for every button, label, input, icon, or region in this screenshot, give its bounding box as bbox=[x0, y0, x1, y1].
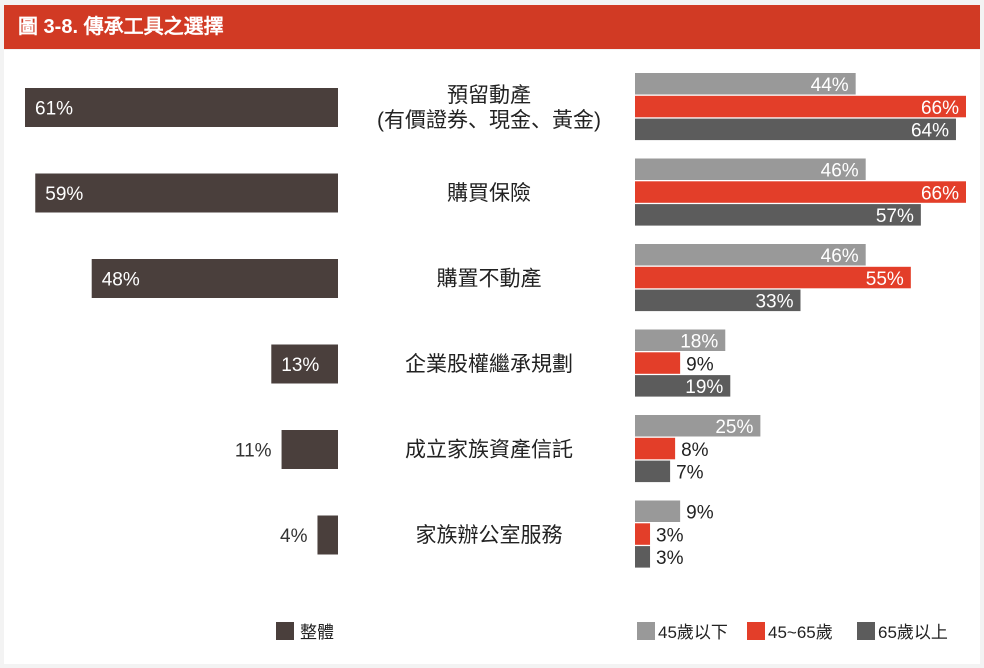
overall-bar-3 bbox=[271, 344, 338, 384]
age-bar-label-2-0: 64% bbox=[911, 121, 949, 142]
age-bar-label-2-4: 7% bbox=[676, 463, 704, 484]
age-bar-2-3 bbox=[635, 375, 731, 397]
category-label-0-line-0: 預留動產 bbox=[447, 84, 531, 107]
age-bar-label-0-3: 18% bbox=[680, 332, 718, 353]
age-bar-label-0-0: 44% bbox=[811, 75, 849, 96]
age-bar-2-1 bbox=[635, 204, 921, 226]
legend-swatch-overall bbox=[276, 622, 294, 640]
age-bar-label-1-2: 55% bbox=[866, 269, 904, 290]
legend-label-age-2: 65歲以上 bbox=[878, 623, 948, 642]
legend-swatch-age-0 bbox=[637, 622, 655, 640]
age-bar-0-3 bbox=[635, 329, 726, 351]
overall-bar-label-0: 61% bbox=[35, 99, 73, 120]
age-bar-1-2 bbox=[635, 266, 911, 289]
age-bar-label-0-5: 9% bbox=[686, 503, 714, 524]
category-label-0-line-1: (有價證券、現金、黃金) bbox=[377, 109, 601, 132]
overall-bar-label-4: 11% bbox=[235, 441, 272, 462]
age-bar-2-4 bbox=[635, 460, 671, 483]
overall-bar-label-1: 59% bbox=[45, 184, 83, 205]
chart-panel bbox=[4, 50, 980, 664]
legend-label-age-0: 45歲以下 bbox=[658, 623, 728, 642]
overall-bar-4 bbox=[281, 430, 338, 469]
legend-label-age-1: 45~65歲 bbox=[768, 623, 833, 642]
age-bar-2-2 bbox=[635, 289, 801, 312]
age-bar-label-2-5: 3% bbox=[656, 548, 684, 569]
overall-bar-5 bbox=[317, 515, 338, 555]
age-bar-label-1-3: 9% bbox=[686, 354, 714, 375]
category-label-2: 購置不動產 bbox=[437, 268, 542, 291]
category-label-4: 成立家族資產信託 bbox=[405, 439, 573, 462]
overall-bar-label-5: 4% bbox=[280, 526, 308, 547]
overall-bar-1 bbox=[35, 173, 338, 213]
age-bar-2-0 bbox=[635, 118, 956, 141]
age-bar-label-0-1: 46% bbox=[821, 161, 859, 182]
age-bar-label-2-1: 57% bbox=[876, 206, 914, 227]
age-bar-0-0 bbox=[635, 73, 856, 95]
age-bar-0-2 bbox=[635, 244, 866, 266]
age-bar-1-0 bbox=[635, 95, 966, 118]
age-bar-1-5 bbox=[635, 523, 651, 545]
age-bar-label-0-4: 25% bbox=[715, 417, 753, 438]
category-label-3: 企業股權繼承規劃 bbox=[405, 353, 573, 376]
category-label-1: 購買保險 bbox=[447, 182, 531, 205]
overall-bar-label-2: 48% bbox=[102, 270, 140, 291]
age-bar-label-2-2: 33% bbox=[755, 292, 793, 313]
figure-title: 圖 3-8. 傳承工具之選擇 bbox=[18, 16, 224, 38]
legend-swatch-age-1 bbox=[747, 622, 765, 640]
age-bar-1-3 bbox=[635, 352, 681, 374]
age-bar-label-1-4: 8% bbox=[681, 440, 709, 461]
age-bar-label-2-3: 19% bbox=[685, 377, 723, 398]
category-label-5: 家族辦公室服務 bbox=[416, 524, 563, 547]
age-bar-0-1 bbox=[635, 158, 866, 180]
overall-bar-0 bbox=[25, 88, 338, 127]
legend-label-overall: 整體 bbox=[300, 623, 334, 642]
overall-bar-label-3: 13% bbox=[281, 355, 319, 376]
age-bar-label-1-0: 66% bbox=[921, 98, 959, 119]
age-bar-label-1-5: 3% bbox=[656, 525, 684, 546]
age-bar-0-4 bbox=[635, 415, 761, 437]
age-bar-label-1-1: 66% bbox=[921, 183, 959, 204]
age-bar-1-1 bbox=[635, 181, 966, 203]
legend-swatch-age-2 bbox=[857, 622, 875, 640]
age-bar-label-0-2: 46% bbox=[821, 246, 859, 267]
age-bar-2-5 bbox=[635, 546, 651, 568]
age-bar-1-4 bbox=[635, 437, 676, 460]
age-bar-0-5 bbox=[635, 500, 681, 522]
overall-bar-2 bbox=[91, 259, 338, 298]
figure-header: 圖 3-8. 傳承工具之選擇 bbox=[4, 5, 980, 49]
